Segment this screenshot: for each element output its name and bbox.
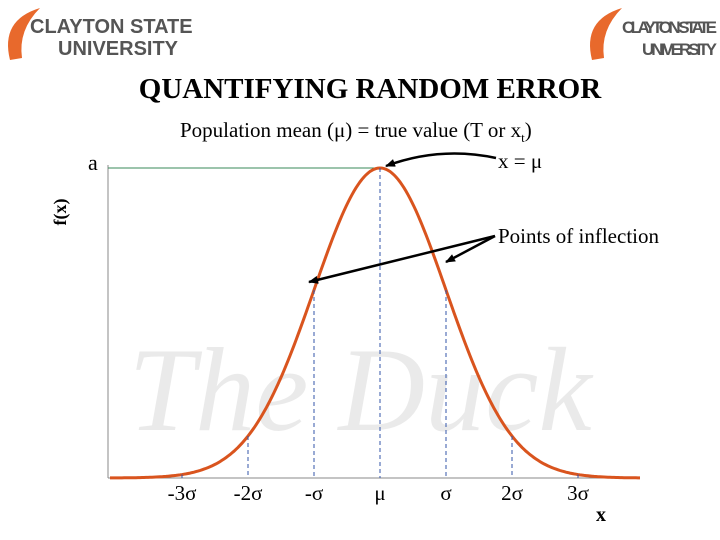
subtitle-close: ) (525, 118, 532, 142)
y-label: f(x) (50, 199, 71, 226)
subtitle: Population mean (μ) = true value (T or x… (180, 118, 532, 145)
peak-label: a (88, 150, 98, 175)
subtitle-subscript: t (521, 130, 525, 145)
x-tick-label: -2σ (234, 481, 263, 505)
x-tick-label: σ (440, 481, 451, 505)
peak-arrow (385, 152, 497, 168)
subtitle-main: Population mean (μ) = true value (T or x (180, 118, 522, 142)
x-tick-label: μ (374, 481, 385, 505)
logo-text: CLAYTON STATE (30, 16, 193, 38)
title: QUANTIFYING RANDOM ERROR (139, 73, 602, 105)
x-tick-label: -σ (305, 481, 323, 505)
logo-right: CLAYTON STATE UNIVERSITY (590, 8, 718, 60)
logo-text: CLAYTON STATE (622, 18, 717, 37)
logo-left: CLAYTON STATE UNIVERSITY (8, 8, 193, 60)
x-tick-label: 3σ (567, 481, 589, 505)
logo-text: UNIVERSITY (58, 38, 179, 60)
watermark: The Duck (128, 323, 594, 456)
logo-swoosh (590, 8, 622, 60)
x-tick-label: -3σ (168, 481, 197, 505)
inflection-arrow (445, 234, 496, 264)
inflection-annotation: Points of inflection (498, 224, 659, 248)
x-tick-label: 2σ (501, 481, 523, 505)
logo-swoosh (8, 8, 40, 60)
inflection-arrow (308, 234, 496, 284)
normal-curve (110, 166, 640, 480)
x-label: x (596, 504, 606, 526)
peak-annotation: x = μ (498, 149, 542, 173)
logo-text: UNIVERSITY (642, 40, 718, 59)
